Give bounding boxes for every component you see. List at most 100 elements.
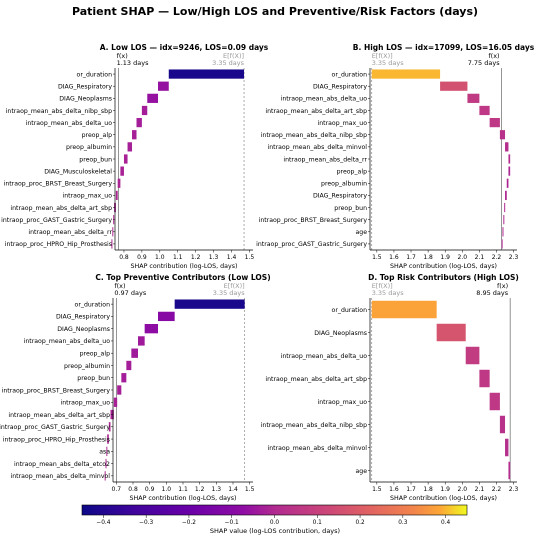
colorbar-tick-label: −0.2 xyxy=(182,520,196,526)
feature-label: intraop_mean_abs_delta_minvol xyxy=(268,445,368,452)
colorbar-label: SHAP value (log-LOS contribution, days) xyxy=(210,527,340,535)
feature-label: intraop_mean_abs_delta_art_sbp xyxy=(8,412,110,419)
feature-label: or_duration xyxy=(332,71,368,78)
shap-bar xyxy=(505,142,509,152)
feature-label: intraop_mean_abs_delta_uo xyxy=(26,120,113,127)
x-tick-label: 2.0 xyxy=(458,254,468,261)
panel-c: C. Top Preventive Contributors (Low LOS)… xyxy=(0,273,271,502)
feature-label: intraop_proc_BRST_Breast_Surgery xyxy=(259,217,368,224)
feature-label: DIAG_Neoplasms xyxy=(59,96,112,103)
feature-label: or_duration xyxy=(75,301,111,308)
x-tick-label: 0.8 xyxy=(119,254,129,261)
feature-label: preop_bun xyxy=(334,205,367,212)
shap-bar xyxy=(508,154,511,164)
efx-value: 3.35 days xyxy=(213,289,245,297)
feature-label: intraop_mean_abs_delta_uo xyxy=(281,96,368,103)
shap-bar xyxy=(508,166,511,176)
feature-label: intraop_proc_BRST_Breast_Surgery xyxy=(2,387,111,394)
colorbar-tick-label: −0.3 xyxy=(139,520,153,526)
shap-bar xyxy=(465,346,480,365)
feature-label: DIAG_Respiratory xyxy=(313,84,367,91)
shap-bar xyxy=(144,324,158,334)
feature-label: intraop_mean_abs_delta_art_sbp xyxy=(265,108,367,115)
x-tick-label: 1.5 xyxy=(245,486,255,493)
shap-bar xyxy=(117,385,122,395)
feature-label: age xyxy=(355,468,367,475)
feature-label: intraop_proc_GAST_Gastric_Surgery xyxy=(1,217,112,224)
shap-bar xyxy=(489,392,500,411)
shap-bar xyxy=(117,178,121,188)
feature-label: preop_albumin xyxy=(64,363,110,370)
feature-label: DIAG_Neoplasms xyxy=(314,330,367,337)
shap-bar xyxy=(141,105,148,116)
x-tick-label: 2.2 xyxy=(492,486,502,493)
x-tick-label: 1.5 xyxy=(245,254,255,261)
x-axis-label: SHAP contribution (log-LOS, days) xyxy=(390,263,497,270)
feature-label: intraop_proc_HPRO_Hip_Prosthesis xyxy=(5,241,112,248)
fx-label: f(x) xyxy=(488,52,499,60)
feature-label: intraop_proc_GAST_Gastric_Surgery xyxy=(256,241,367,248)
shap-bar xyxy=(113,397,118,407)
shap-bar xyxy=(489,117,500,128)
feature-label: or_duration xyxy=(332,307,368,314)
fx-label: f(x) xyxy=(117,52,128,60)
shap-bar xyxy=(168,69,245,79)
colorbar-tick-label: −0.1 xyxy=(225,520,239,526)
colorbar-ticks: −0.4 −0.3 −0.2 −0.1 0.0 0.1 0.2 0.3 0.4 xyxy=(96,515,451,526)
x-axis-label: SHAP contribution (log-LOS, days) xyxy=(390,495,497,502)
shap-bar xyxy=(499,130,506,140)
x-tick-label: 1.2 xyxy=(195,486,205,493)
x-tick-label: 1.5 xyxy=(372,254,382,261)
feature-label: DIAG_Respiratory xyxy=(56,314,110,321)
x-tick-label: 1.1 xyxy=(173,254,183,261)
x-tick-label: 1.4 xyxy=(228,486,238,493)
colorbar-tick-label: −0.4 xyxy=(96,520,110,526)
shap-bar xyxy=(174,299,245,309)
shap-bar xyxy=(136,117,142,128)
colorbar-tick-label: 0.0 xyxy=(270,520,280,526)
feature-label: intraop_proc_HPRO_Hip_Prosthesis xyxy=(3,436,110,443)
feature-label: DIAG_Musculoskeletal xyxy=(44,168,112,175)
panel-a: A. Low LOS — idx=9246, LOS=0.09 daysf(x)… xyxy=(1,43,269,270)
x-tick-label: 1.0 xyxy=(162,486,172,493)
colorbar-gradient xyxy=(81,504,468,516)
feature-label: preop_alp xyxy=(337,168,367,175)
shap-bar xyxy=(371,69,441,79)
panel-title: B. High LOS — idx=17099, LOS=16.05 days xyxy=(353,43,535,52)
efx-label: E[f(X)] xyxy=(224,282,245,290)
x-tick-label: 1.4 xyxy=(227,254,237,261)
feature-label: intraop_mean_abs_delta_nibp_sbp xyxy=(261,132,367,139)
shap-bar xyxy=(132,130,137,140)
x-tick-label: 1.9 xyxy=(440,254,450,261)
feature-label: preop_bun xyxy=(79,156,112,163)
x-tick-label: 2.1 xyxy=(475,486,485,493)
efx-label: E[f(X)] xyxy=(372,282,393,290)
shap-bar xyxy=(120,166,124,176)
x-tick-label: 0.9 xyxy=(137,254,147,261)
shap-bar xyxy=(111,239,113,249)
feature-label: preop_alp xyxy=(82,132,112,139)
shap-bar xyxy=(107,434,109,444)
panel-title: D. Top Risk Contributors (High LOS) xyxy=(368,273,519,282)
x-tick-label: 1.8 xyxy=(423,254,433,261)
shap-bar xyxy=(479,105,490,116)
x-tick-label: 0.9 xyxy=(145,486,155,493)
shap-bar xyxy=(108,422,111,432)
fx-value: 1.13 days xyxy=(117,59,149,67)
x-tick-label: 1.6 xyxy=(389,254,399,261)
feature-label: or_duration xyxy=(77,71,113,78)
x-tick-label: 1.6 xyxy=(389,486,399,493)
shap-bar xyxy=(131,348,138,358)
figure-title: Patient SHAP — Low/High LOS and Preventi… xyxy=(72,5,478,18)
feature-label: intraop_mean_abs_delta_minvol xyxy=(268,144,368,151)
x-tick-label: 1.3 xyxy=(209,254,219,261)
feature-label: intraop_proc_BRST_Breast_Surgery xyxy=(4,181,113,188)
x-tick-label: 1.8 xyxy=(423,486,433,493)
shap-bar xyxy=(121,373,127,383)
fx-value: 0.97 days xyxy=(114,289,146,297)
shap-bar xyxy=(504,202,506,213)
shap-bar xyxy=(123,154,128,164)
shap-bar xyxy=(158,81,169,91)
colorbar-tick-label: 0.2 xyxy=(355,520,365,526)
feature-label: intraop_mean_abs_delta_minvol xyxy=(11,473,111,480)
